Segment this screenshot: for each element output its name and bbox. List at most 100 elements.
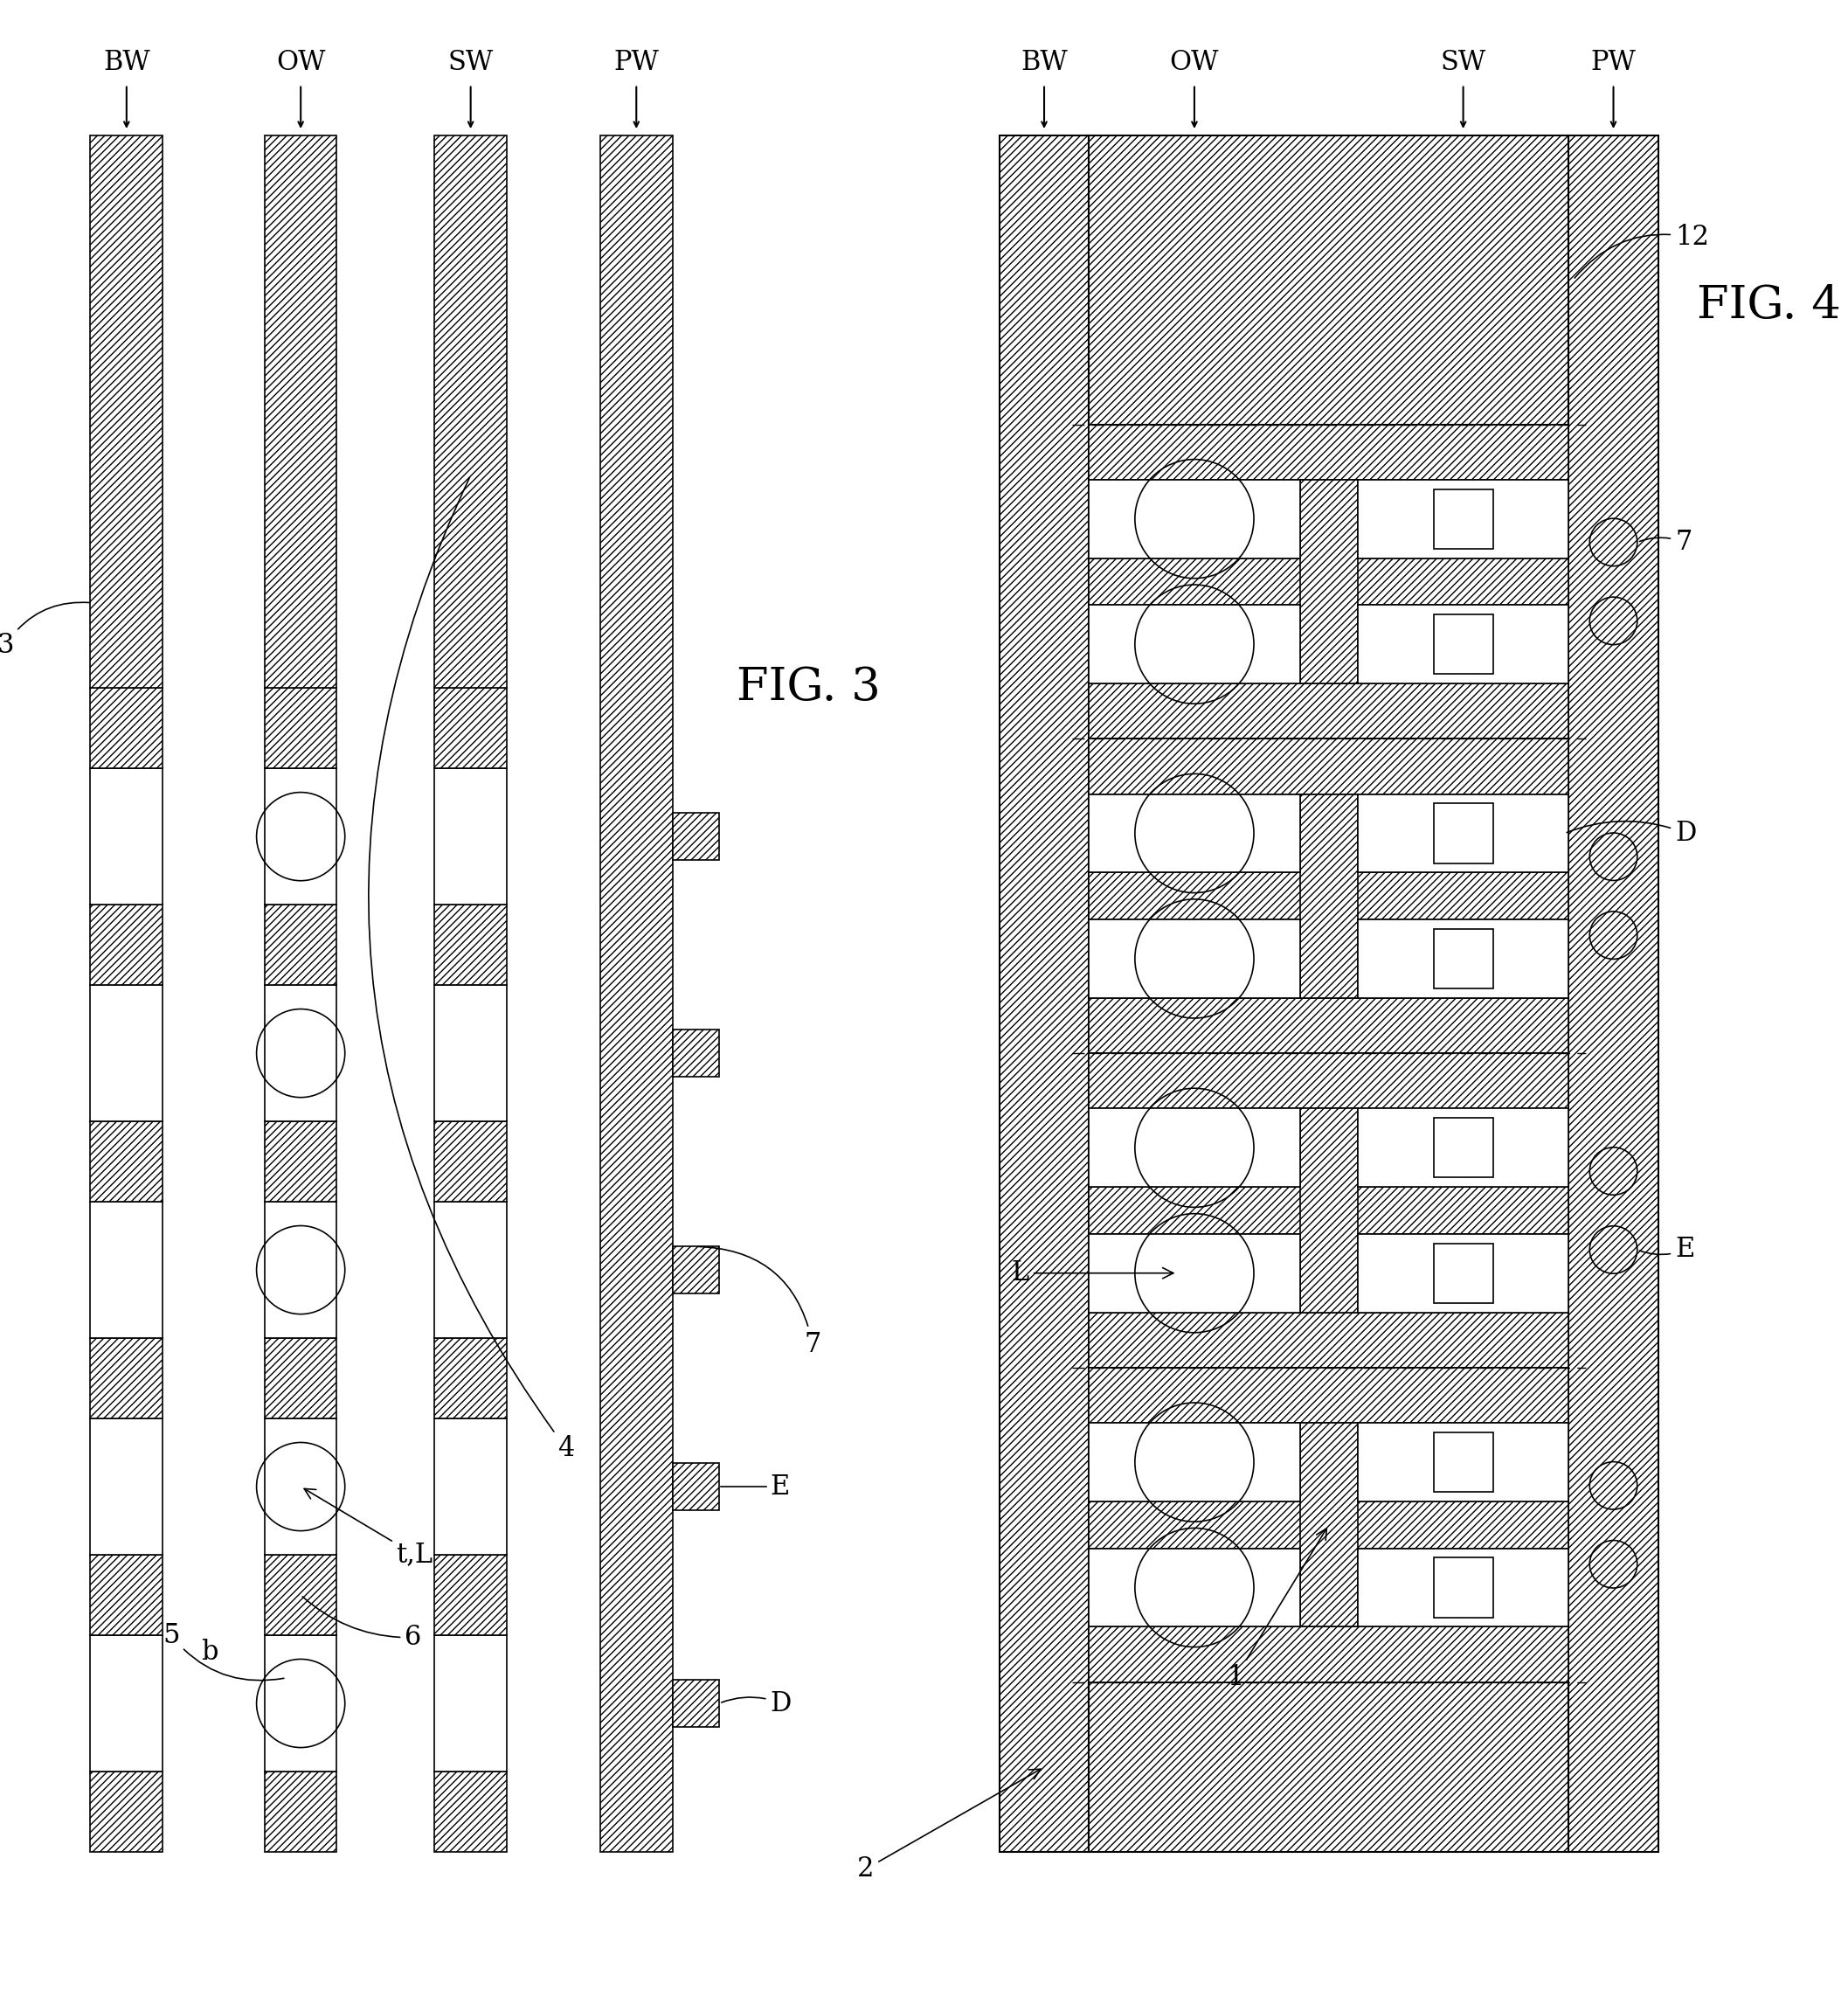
Text: OW: OW — [275, 50, 325, 76]
Bar — [264, 1419, 336, 1554]
Bar — [91, 689, 163, 768]
Bar — [264, 1771, 336, 1853]
Bar — [1088, 874, 1569, 919]
Bar — [1358, 480, 1569, 557]
Bar — [1358, 1234, 1569, 1313]
Text: PW: PW — [614, 50, 660, 76]
Bar — [91, 768, 163, 905]
Text: E: E — [1639, 1236, 1695, 1264]
Bar — [264, 1554, 336, 1636]
Bar — [434, 1419, 506, 1554]
Bar — [264, 135, 336, 689]
Bar — [91, 1202, 163, 1337]
Bar — [1088, 1682, 1569, 1853]
Bar — [434, 1771, 506, 1853]
Bar — [1434, 1118, 1493, 1178]
Bar — [434, 1554, 506, 1636]
Bar — [1434, 490, 1493, 549]
Bar — [1434, 804, 1493, 864]
Bar — [91, 985, 163, 1120]
Bar — [264, 905, 336, 985]
Text: 1: 1 — [1227, 1528, 1327, 1692]
Bar — [264, 985, 336, 1120]
Bar — [1088, 605, 1299, 683]
Bar — [91, 1337, 163, 1419]
Bar — [1088, 1502, 1569, 1548]
Bar — [264, 1636, 336, 1771]
Bar — [1358, 1423, 1569, 1502]
Bar — [1299, 794, 1358, 997]
Bar — [264, 1120, 336, 1202]
Text: SW: SW — [1440, 50, 1486, 76]
Bar — [91, 1419, 163, 1554]
Text: L: L — [1011, 1260, 1173, 1288]
Text: t,L: t,L — [305, 1489, 432, 1568]
Bar — [673, 814, 719, 860]
Bar — [1088, 1234, 1299, 1313]
Text: 7: 7 — [1639, 529, 1693, 555]
Bar — [601, 135, 673, 1853]
Text: PW: PW — [1591, 50, 1635, 76]
Bar — [1299, 1108, 1358, 1313]
Bar — [264, 1337, 336, 1419]
Bar — [1088, 997, 1569, 1053]
Bar — [1088, 1053, 1569, 1108]
Bar — [1434, 1558, 1493, 1618]
Bar — [1088, 1108, 1299, 1188]
Text: E: E — [771, 1473, 789, 1500]
Text: 6: 6 — [303, 1596, 421, 1652]
Bar — [91, 1636, 163, 1771]
Text: FIG. 4: FIG. 4 — [1696, 283, 1841, 328]
Text: b: b — [201, 1640, 218, 1666]
Bar — [1088, 738, 1569, 794]
Text: 7: 7 — [699, 1246, 821, 1357]
Bar — [1434, 929, 1493, 989]
Bar — [91, 1120, 163, 1202]
Bar — [434, 1202, 506, 1337]
Bar — [1434, 1433, 1493, 1492]
Text: 5: 5 — [163, 1622, 285, 1680]
Bar — [434, 768, 506, 905]
Bar — [264, 768, 336, 905]
Bar — [434, 689, 506, 768]
Bar — [1088, 1367, 1569, 1423]
Bar — [1088, 1188, 1569, 1234]
Bar — [1358, 1548, 1569, 1628]
Bar — [434, 905, 506, 985]
Bar — [91, 135, 163, 689]
Bar — [673, 1463, 719, 1510]
Bar — [1358, 605, 1569, 683]
Bar — [1088, 1548, 1299, 1628]
Bar — [91, 905, 163, 985]
Bar — [1088, 424, 1569, 480]
Bar — [673, 1680, 719, 1727]
Bar — [264, 689, 336, 768]
Text: FIG. 3: FIG. 3 — [736, 665, 880, 710]
Bar — [434, 1337, 506, 1419]
Bar — [1000, 135, 1088, 1853]
Text: SW: SW — [447, 50, 493, 76]
Bar — [1088, 794, 1299, 874]
Bar — [1358, 1108, 1569, 1188]
Text: 4: 4 — [368, 478, 575, 1463]
Bar — [1088, 135, 1569, 424]
Text: OW: OW — [1170, 50, 1220, 76]
Bar — [1088, 480, 1299, 557]
Text: D: D — [1567, 820, 1696, 848]
Bar — [1088, 683, 1569, 738]
Bar — [1088, 557, 1569, 605]
Text: 3: 3 — [0, 603, 91, 659]
Bar — [1434, 615, 1493, 675]
Bar — [1299, 480, 1358, 683]
Text: BW: BW — [1020, 50, 1068, 76]
Bar — [434, 985, 506, 1120]
Bar — [1299, 1423, 1358, 1628]
Bar — [1358, 794, 1569, 874]
Bar — [1088, 919, 1299, 997]
Bar — [673, 1031, 719, 1077]
Bar — [1358, 919, 1569, 997]
Bar — [1088, 1423, 1299, 1502]
Text: 2: 2 — [857, 1769, 1040, 1883]
Bar — [1434, 1244, 1493, 1303]
Bar — [434, 1636, 506, 1771]
